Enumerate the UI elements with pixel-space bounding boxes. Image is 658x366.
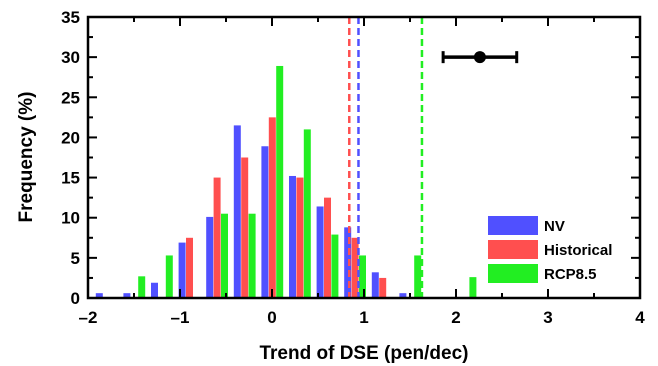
legend-label-historical: Historical: [544, 242, 612, 259]
bar-historical-9: [351, 237, 359, 298]
y-tick-label: 5: [71, 249, 80, 268]
bar-nv-3: [178, 242, 186, 298]
bar-historical-7: [296, 177, 304, 298]
bar-rcp8-5-1: [138, 276, 146, 298]
bar-nv-7: [289, 175, 296, 298]
x-axis-title: Trend of DSE (pen/dec): [259, 343, 468, 364]
bar-historical-5: [241, 157, 249, 298]
x-tick-label: 4: [635, 308, 645, 327]
y-tick-label: 10: [61, 209, 80, 228]
x-tick-label: 3: [543, 308, 552, 327]
legend-swatch-historical: [488, 240, 538, 259]
bar-nv-0: [95, 293, 103, 298]
errorbar-point: [473, 51, 486, 64]
y-axis-title: Frequency (%): [16, 92, 37, 223]
bar-rcp8-5-7: [303, 129, 311, 298]
bar-rcp8-5-5: [248, 213, 256, 298]
legend: NV Historical RCP8.5: [488, 216, 612, 283]
x-tick-label: –2: [79, 308, 98, 327]
mean-lines-layer: [348, 17, 424, 298]
legend-label-rcp8-5: RCP8.5: [544, 266, 597, 283]
bar-rcp8-5-9: [359, 255, 366, 298]
y-tick-label: 20: [61, 128, 80, 147]
y-tick-label: 15: [61, 169, 80, 188]
y-tick-label: 35: [61, 8, 80, 27]
bar-rcp8-5-6: [276, 65, 284, 298]
bar-nv-6: [261, 146, 269, 298]
x-tick-label: –1: [171, 308, 190, 327]
bar-historical-10: [379, 277, 387, 298]
x-tick-label: 1: [359, 308, 368, 327]
bar-nv-5: [233, 125, 241, 298]
legend-swatch-rcp8-5: [488, 264, 538, 283]
bar-rcp8-5-4: [221, 213, 228, 298]
bar-nv-8: [316, 206, 324, 298]
y-tick-label: 0: [71, 289, 80, 308]
bar-historical-6: [268, 117, 276, 298]
bar-rcp8-5-11: [414, 255, 422, 298]
y-tick-label: 30: [61, 48, 80, 67]
bar-rcp8-5-13: [469, 277, 477, 298]
bar-nv-4: [206, 216, 214, 298]
bar-rcp8-5-2: [165, 255, 173, 298]
bar-nv-10: [371, 272, 379, 298]
bar-historical-8: [324, 197, 331, 298]
bar-nv-2: [151, 282, 158, 298]
ticks-layer: –2 –1 0 1 2 3 4 0 5 10 15 20 25 30 35: [61, 8, 645, 327]
bar-historical-4: [213, 177, 221, 298]
bar-nv-11: [399, 293, 407, 298]
x-tick-label: 2: [451, 308, 460, 327]
bars-layer: [95, 65, 477, 298]
y-tick-label: 25: [61, 88, 80, 107]
legend-swatch-nv: [488, 216, 538, 235]
bar-historical-3: [186, 237, 193, 298]
errorbar-layer: [441, 51, 519, 64]
bar-nv-9: [344, 227, 352, 298]
bar-rcp8-5-8: [331, 234, 339, 298]
legend-label-nv: NV: [544, 218, 565, 235]
x-tick-label: 0: [267, 308, 276, 327]
bar-nv-1: [123, 293, 131, 298]
